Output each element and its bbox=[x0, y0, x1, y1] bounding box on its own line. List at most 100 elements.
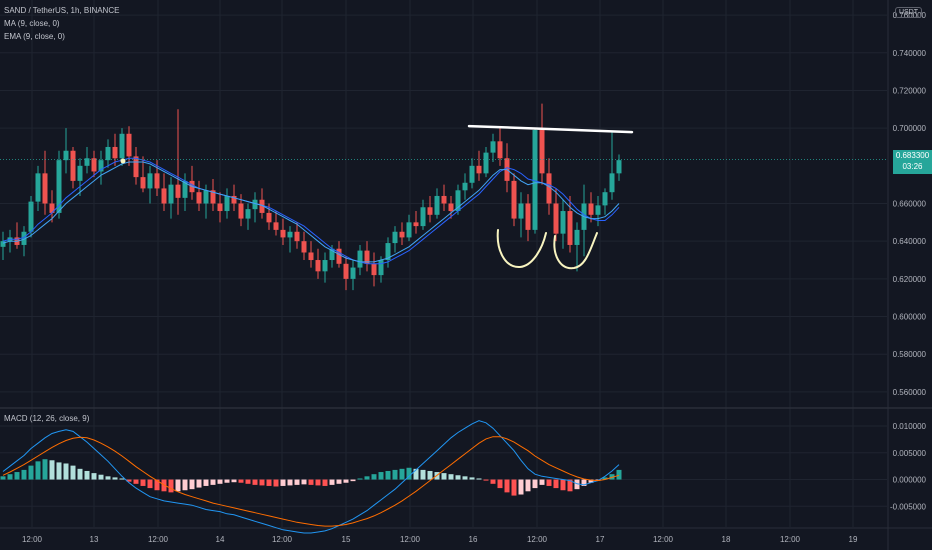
macd-histogram-bar bbox=[497, 479, 503, 489]
time-axis-label: 17 bbox=[596, 535, 605, 544]
macd-histogram-bar bbox=[315, 479, 321, 486]
macd-histogram-bar bbox=[560, 479, 566, 491]
macd-histogram-bar bbox=[469, 477, 475, 480]
ema-legend: EMA (9, close, 0) bbox=[4, 32, 65, 41]
macd-histogram-bar bbox=[546, 479, 552, 486]
candle-body bbox=[420, 207, 426, 227]
candle-body bbox=[77, 165, 83, 181]
macd-histogram-bar bbox=[343, 479, 349, 483]
macd-histogram-bar bbox=[238, 479, 244, 483]
candle-body bbox=[609, 173, 615, 193]
candle-body bbox=[210, 190, 216, 204]
candle-body bbox=[140, 177, 146, 189]
candle-body bbox=[105, 146, 111, 161]
macd-histogram-bar bbox=[539, 479, 545, 485]
macd-histogram-bar bbox=[371, 474, 377, 480]
candle-body bbox=[119, 133, 125, 159]
candle-body bbox=[21, 231, 27, 245]
macd-axis-label: 0.005000 bbox=[893, 449, 927, 458]
candle-body bbox=[98, 160, 104, 172]
candle-body bbox=[336, 248, 342, 264]
currency-badge[interactable]: USDT bbox=[894, 7, 922, 18]
candle-body bbox=[133, 156, 139, 178]
candle-body bbox=[357, 250, 363, 268]
candle-body bbox=[553, 203, 559, 234]
candle-body bbox=[476, 165, 482, 174]
macd-histogram-bar bbox=[77, 468, 83, 480]
macd-histogram-bar bbox=[119, 478, 125, 480]
candle-body bbox=[224, 195, 230, 212]
macd-histogram-bar bbox=[427, 470, 433, 480]
macd-histogram-bar bbox=[287, 479, 293, 486]
candle-body bbox=[329, 248, 335, 261]
time-axis-label: 14 bbox=[216, 535, 225, 544]
macd-histogram-bar bbox=[84, 470, 90, 480]
macd-histogram-bar bbox=[532, 479, 538, 489]
candle-body bbox=[91, 158, 97, 172]
macd-histogram-bar bbox=[259, 479, 265, 486]
macd-histogram-bar bbox=[301, 479, 307, 485]
candle-body bbox=[112, 146, 118, 159]
candle-body bbox=[168, 184, 174, 204]
candle-body bbox=[217, 203, 223, 212]
macd-histogram-bar bbox=[175, 479, 181, 492]
time-axis-label: 12:00 bbox=[400, 535, 421, 544]
candle-body bbox=[154, 173, 160, 189]
candle-body bbox=[182, 180, 188, 198]
macd-histogram-bar bbox=[224, 479, 230, 483]
candle-body bbox=[259, 199, 265, 213]
macd-legend: MACD (12, 26, close, 9) bbox=[4, 414, 90, 423]
candle-body bbox=[126, 133, 132, 157]
candle-body bbox=[399, 231, 405, 238]
price-axis-label: 0.740000 bbox=[893, 49, 927, 58]
price-axis-label: 0.620000 bbox=[893, 275, 927, 284]
macd-histogram-bar bbox=[350, 479, 356, 482]
macd-histogram-bar bbox=[455, 475, 461, 480]
candle-body bbox=[406, 222, 412, 238]
macd-histogram-bar bbox=[42, 459, 48, 480]
candle-body bbox=[483, 152, 489, 174]
candle-body bbox=[385, 243, 391, 261]
candle-body bbox=[252, 199, 258, 210]
macd-histogram-bar bbox=[126, 479, 132, 482]
candle-body bbox=[490, 141, 496, 153]
macd-histogram-bar bbox=[329, 479, 335, 485]
price-axis-label: 0.660000 bbox=[893, 200, 927, 209]
macd-histogram-bar bbox=[112, 477, 118, 480]
macd-histogram-bar bbox=[462, 476, 468, 480]
macd-histogram-bar bbox=[567, 479, 573, 492]
candle-body bbox=[532, 130, 538, 230]
macd-histogram-bar bbox=[140, 479, 146, 486]
last-price-value: 0.683300 bbox=[895, 151, 930, 160]
time-axis-label: 19 bbox=[849, 535, 858, 544]
candle-body bbox=[497, 141, 503, 159]
macd-histogram-bar bbox=[203, 479, 209, 486]
macd-histogram-bar bbox=[448, 474, 454, 480]
candle-body bbox=[322, 260, 328, 272]
macd-histogram-bar bbox=[483, 479, 489, 481]
macd-histogram-bar bbox=[413, 468, 419, 480]
macd-axis-label: -0.005000 bbox=[890, 502, 927, 511]
candle-body bbox=[511, 180, 517, 219]
macd-histogram-bar bbox=[168, 479, 174, 493]
price-axis-label: 0.700000 bbox=[893, 124, 927, 133]
candle-body bbox=[364, 250, 370, 264]
candle-body bbox=[455, 190, 461, 212]
candle-body bbox=[315, 260, 321, 272]
macd-histogram-bar bbox=[210, 479, 216, 485]
macd-histogram-bar bbox=[399, 468, 405, 480]
candle-body bbox=[546, 173, 552, 204]
macd-histogram-bar bbox=[308, 479, 314, 485]
resistance-line bbox=[467, 124, 634, 134]
macd-histogram-bar bbox=[245, 479, 251, 484]
price-axis-label: 0.580000 bbox=[893, 350, 927, 359]
symbol-legend: SAND / TetherUS, 1h, BINANCE bbox=[4, 6, 120, 15]
macd-histogram-bar bbox=[511, 479, 517, 496]
candle-body bbox=[287, 231, 293, 238]
macd-histogram-bar bbox=[63, 463, 69, 480]
macd-histogram-bar bbox=[21, 469, 27, 480]
macd-histogram-bar bbox=[154, 479, 160, 491]
